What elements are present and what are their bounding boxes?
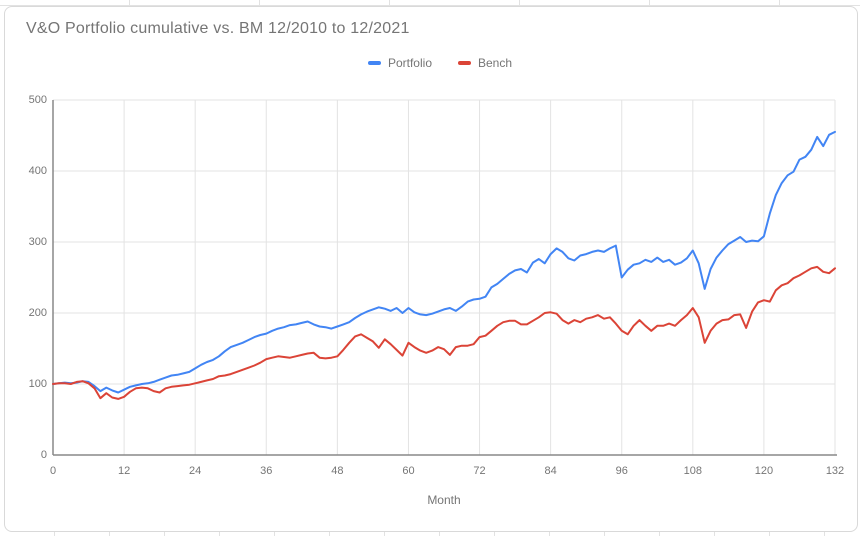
x-tick-label-72: 72 [473, 465, 486, 477]
y-tick-label-500: 500 [28, 94, 47, 106]
y-tick-label-300: 300 [28, 236, 47, 248]
bench-legend-label: Bench [478, 56, 513, 70]
x-tick-label-36: 36 [260, 465, 273, 477]
y-tick-label-200: 200 [28, 307, 47, 319]
x-tick-label-24: 24 [189, 465, 202, 477]
x-tick-label-0: 0 [49, 465, 57, 477]
x-tick-label-60: 60 [402, 465, 415, 477]
bench-legend-marker-icon [458, 61, 471, 65]
x-tick-label-132: 132 [825, 465, 845, 477]
x-tick-label-84: 84 [544, 465, 557, 477]
x-axis-title: Month [427, 493, 461, 507]
x-tick-label-108: 108 [683, 465, 702, 477]
chart-title: V&O Portfolio cumulative vs. BM 12/2010 … [26, 20, 410, 37]
x-tick-label-12: 12 [117, 465, 131, 477]
x-tick-label-48: 48 [331, 465, 344, 477]
spreadsheet-row-bottom [0, 531, 860, 536]
y-tick-label-0: 0 [40, 449, 47, 461]
chart-card[interactable] [4, 6, 858, 532]
y-tick-label-100: 100 [28, 378, 47, 390]
x-tick-label-96: 96 [615, 465, 628, 477]
spreadsheet-row-top [0, 0, 860, 6]
portfolio-legend-label: Portfolio [387, 56, 432, 70]
x-tick-label-120: 120 [754, 465, 774, 477]
chart-legend: Portfolio Bench [49, 56, 831, 70]
y-tick-label-400: 400 [28, 165, 47, 177]
portfolio-legend-marker-icon [367, 61, 381, 65]
legend-item-bench: Bench [458, 56, 512, 70]
legend-item-portfolio: Portfolio [367, 56, 432, 70]
